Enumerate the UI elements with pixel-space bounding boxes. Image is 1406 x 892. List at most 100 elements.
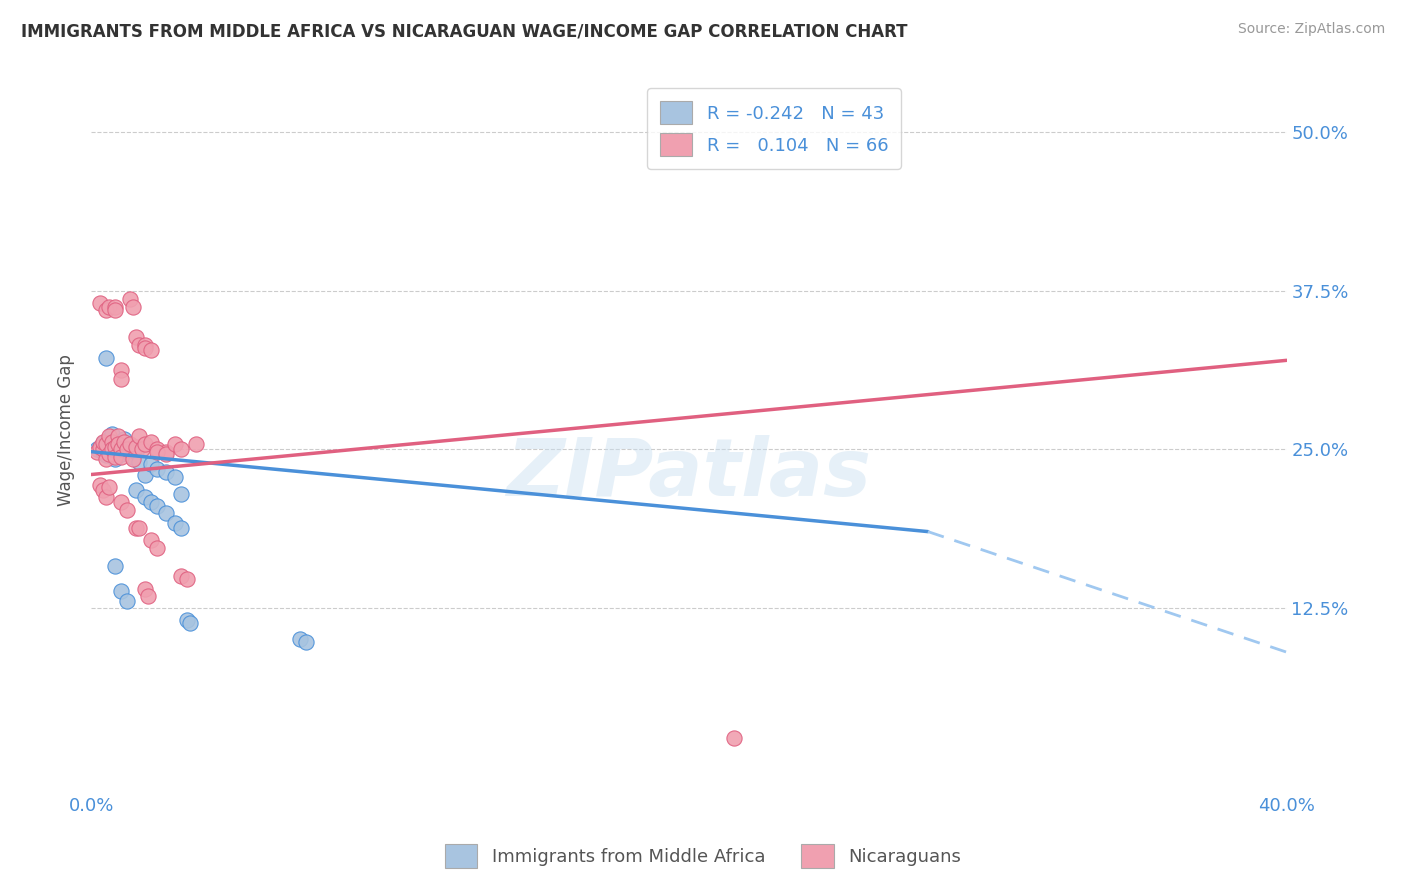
Point xyxy=(104,444,127,458)
Point xyxy=(94,437,117,451)
Point xyxy=(91,483,114,497)
Point xyxy=(163,437,186,451)
Point xyxy=(89,440,111,454)
Point xyxy=(170,442,193,457)
Point xyxy=(86,442,108,457)
Point xyxy=(134,437,156,451)
Point xyxy=(134,341,156,355)
Point xyxy=(128,455,150,469)
Point xyxy=(110,363,132,377)
Point xyxy=(176,614,198,628)
Point xyxy=(125,521,148,535)
Point xyxy=(155,444,177,458)
Point xyxy=(146,500,169,514)
Point xyxy=(146,442,169,457)
Point xyxy=(163,470,186,484)
Point xyxy=(86,444,108,458)
Point xyxy=(101,437,124,451)
Point xyxy=(89,477,111,491)
Point xyxy=(136,590,159,604)
Point xyxy=(170,486,193,500)
Point xyxy=(104,452,127,467)
Point xyxy=(91,434,114,449)
Point xyxy=(91,444,114,458)
Point xyxy=(107,435,129,450)
Point xyxy=(295,635,318,649)
Point xyxy=(94,449,117,463)
Y-axis label: Wage/Income Gap: Wage/Income Gap xyxy=(58,354,75,506)
Point xyxy=(112,434,135,449)
Point xyxy=(139,343,162,358)
Point xyxy=(101,442,124,457)
Point xyxy=(94,442,117,457)
Point xyxy=(128,429,150,443)
Text: Source: ZipAtlas.com: Source: ZipAtlas.com xyxy=(1237,22,1385,37)
Point xyxy=(134,582,156,596)
Point xyxy=(155,506,177,520)
Point xyxy=(155,447,177,461)
Point xyxy=(107,429,129,443)
Point xyxy=(112,432,135,446)
Point xyxy=(170,569,193,583)
Point xyxy=(98,432,121,446)
Point xyxy=(184,437,207,451)
Point xyxy=(110,442,132,457)
Point xyxy=(104,440,127,454)
Point xyxy=(290,632,312,647)
Point xyxy=(125,330,148,344)
Point xyxy=(125,483,148,497)
Point xyxy=(104,300,127,314)
Point xyxy=(176,572,198,586)
Point xyxy=(89,296,111,310)
Point xyxy=(170,521,193,535)
Point xyxy=(98,300,121,314)
Point xyxy=(139,533,162,548)
Point xyxy=(115,442,138,457)
Text: ZIPatlas: ZIPatlas xyxy=(506,434,872,513)
Point xyxy=(115,442,138,457)
Point xyxy=(98,444,121,458)
Point xyxy=(125,440,148,454)
Point xyxy=(163,516,186,530)
Point xyxy=(94,351,117,365)
Point xyxy=(134,338,156,352)
Point xyxy=(110,440,132,454)
Text: IMMIGRANTS FROM MIDDLE AFRICA VS NICARAGUAN WAGE/INCOME GAP CORRELATION CHART: IMMIGRANTS FROM MIDDLE AFRICA VS NICARAG… xyxy=(21,22,908,40)
Point xyxy=(98,480,121,494)
Point xyxy=(107,442,129,457)
Point xyxy=(101,426,124,441)
Point xyxy=(104,302,127,317)
Point xyxy=(179,615,201,630)
Point xyxy=(139,458,162,472)
Point xyxy=(101,434,124,449)
Point xyxy=(115,503,138,517)
Point xyxy=(104,558,127,573)
Point xyxy=(110,584,132,599)
Point xyxy=(94,452,117,467)
Point xyxy=(122,450,145,464)
Point xyxy=(94,491,117,505)
Point xyxy=(146,462,169,476)
Point xyxy=(98,429,121,443)
Point xyxy=(110,450,132,464)
Point xyxy=(118,447,141,461)
Point xyxy=(110,495,132,509)
Point xyxy=(104,450,127,464)
Point xyxy=(118,293,141,307)
Point xyxy=(122,452,145,467)
Point xyxy=(98,447,121,461)
Point xyxy=(139,434,162,449)
Point xyxy=(110,372,132,386)
Point xyxy=(146,541,169,555)
Point xyxy=(107,437,129,451)
Point xyxy=(91,442,114,457)
Legend: R = -0.242   N = 43, R =   0.104   N = 66: R = -0.242 N = 43, R = 0.104 N = 66 xyxy=(647,88,901,169)
Point xyxy=(118,437,141,451)
Point xyxy=(139,495,162,509)
Point xyxy=(122,300,145,314)
Point xyxy=(125,444,148,458)
Point xyxy=(131,442,153,457)
Point xyxy=(146,444,169,458)
Point xyxy=(94,302,117,317)
Point xyxy=(128,338,150,352)
